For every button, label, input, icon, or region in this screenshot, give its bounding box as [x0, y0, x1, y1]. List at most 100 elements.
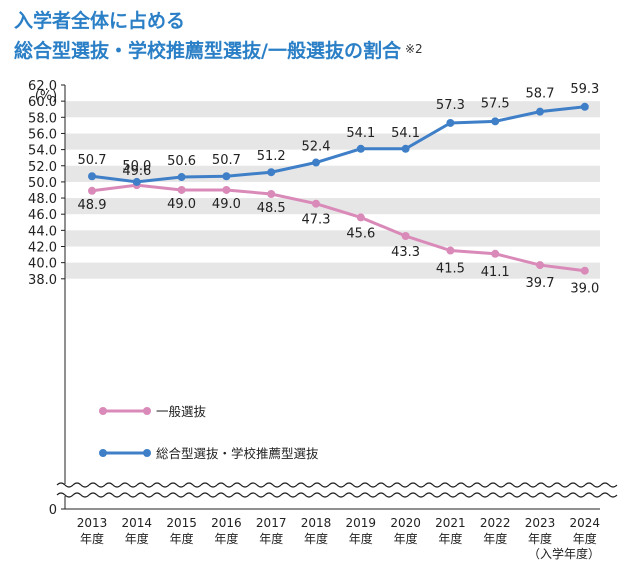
grid-band [65, 262, 600, 279]
x-tick-label: 2018 [301, 516, 332, 530]
x-tick-suffix: 年度 [438, 531, 462, 546]
chart-title-line1: 入学者全体に占める [14, 10, 186, 32]
data-point [177, 185, 186, 194]
data-label: 49.6 [122, 164, 151, 179]
data-point [491, 117, 500, 126]
x-tick-suffix: 年度 [125, 531, 149, 546]
data-label: 41.1 [481, 265, 510, 280]
data-label: 52.4 [302, 140, 331, 155]
data-label: 50.7 [78, 153, 107, 168]
data-point [536, 261, 544, 270]
x-tick-suffix: 年度 [483, 531, 507, 546]
data-label: 49.0 [212, 197, 241, 212]
y-tick-label: 38.0 [28, 273, 57, 288]
x-tick-label: 2017 [256, 516, 287, 530]
data-point [222, 185, 231, 194]
y-tick-label: 44.0 [28, 224, 57, 239]
data-point [536, 107, 544, 116]
data-point [312, 158, 320, 167]
data-label: 54.1 [346, 126, 375, 141]
x-tick-label: 2020 [390, 516, 421, 530]
data-label: 50.7 [212, 153, 241, 168]
x-axis-label: （入学年度） [528, 546, 600, 561]
y-tick-label: 40.0 [28, 257, 57, 272]
grid-band [65, 133, 600, 150]
data-label: 39.7 [526, 276, 555, 291]
grid-band [65, 198, 600, 215]
y-tick-label: 62.0 [28, 79, 57, 94]
data-point [356, 144, 365, 153]
chart-title-line2: 総合型選抜・学校推薦型選抜/一般選抜の割合 ※2 [14, 36, 423, 63]
grid-band [65, 230, 600, 247]
x-tick-label: 2016 [211, 516, 242, 530]
data-label: 51.2 [257, 149, 286, 164]
y-tick-label: 50.0 [28, 176, 57, 191]
x-tick-label: 2019 [346, 516, 377, 530]
x-tick-label: 2015 [166, 516, 197, 530]
legend-swatch-point [99, 407, 107, 415]
data-point [580, 266, 589, 275]
data-label: 48.9 [78, 198, 107, 213]
x-tick-suffix: 年度 [80, 531, 104, 546]
y-tick-label: 60.0 [28, 95, 57, 110]
data-point [312, 199, 320, 208]
data-point [491, 249, 500, 258]
data-point [177, 173, 186, 182]
x-tick-label: 2024 [570, 516, 601, 530]
data-point [267, 168, 276, 177]
y-axis-unit: (%) [35, 89, 58, 104]
data-point [446, 118, 455, 127]
data-label: 45.6 [346, 226, 375, 241]
x-tick-suffix: 年度 [170, 531, 194, 546]
legend-label: 一般選抜 [156, 404, 207, 419]
legend-swatch-point [143, 449, 151, 457]
data-label: 58.7 [526, 87, 555, 102]
data-label: 47.3 [302, 213, 331, 228]
data-point [446, 246, 455, 255]
x-tick-label: 2022 [480, 516, 511, 530]
y-tick-label: 48.0 [28, 192, 57, 207]
y-tick-label: 54.0 [28, 144, 57, 159]
data-label: 59.3 [570, 82, 599, 97]
x-tick-label: 2023 [525, 516, 556, 530]
data-point [132, 177, 141, 186]
y-tick-label: 52.0 [28, 160, 57, 175]
data-label: 54.1 [391, 126, 420, 141]
x-tick-suffix: 年度 [214, 531, 238, 546]
x-tick-suffix: 年度 [304, 531, 328, 546]
data-point [267, 190, 276, 199]
x-tick-label: 2014 [122, 516, 153, 530]
data-point [401, 232, 410, 241]
data-point [88, 186, 96, 195]
y-tick-label: 46.0 [28, 208, 57, 223]
x-tick-label: 2021 [435, 516, 466, 530]
legend-label: 総合型選抜・学校推薦型選抜 [156, 446, 319, 461]
data-point [88, 172, 96, 181]
data-point [580, 102, 589, 111]
data-point [401, 144, 410, 153]
break-area [65, 278, 600, 297]
data-label: 57.5 [481, 96, 510, 111]
data-label: 43.3 [391, 245, 420, 260]
legend-swatch-point [99, 449, 107, 457]
data-label: 50.6 [167, 154, 196, 169]
y-tick-label: 56.0 [28, 127, 57, 142]
axis-break-line [56, 492, 618, 498]
grid-band [65, 101, 600, 118]
legend-swatch-point [143, 407, 151, 415]
data-label: 50.0 [122, 159, 151, 174]
data-point [222, 172, 231, 181]
data-label: 48.5 [257, 201, 286, 216]
y-tick-label: 58.0 [28, 111, 57, 126]
series-line [91, 183, 585, 273]
x-tick-suffix: 年度 [394, 531, 418, 546]
x-tick-suffix: 年度 [349, 531, 373, 546]
x-tick-suffix: 年度 [259, 531, 283, 546]
x-tick-suffix: 年度 [528, 531, 552, 546]
data-point [356, 213, 365, 222]
x-tick-suffix: 年度 [573, 531, 597, 546]
data-label: 41.5 [436, 262, 465, 277]
data-label: 49.0 [167, 197, 196, 212]
chart-title-text: 総合型選抜・学校推薦型選抜/一般選抜の割合 [14, 40, 401, 62]
